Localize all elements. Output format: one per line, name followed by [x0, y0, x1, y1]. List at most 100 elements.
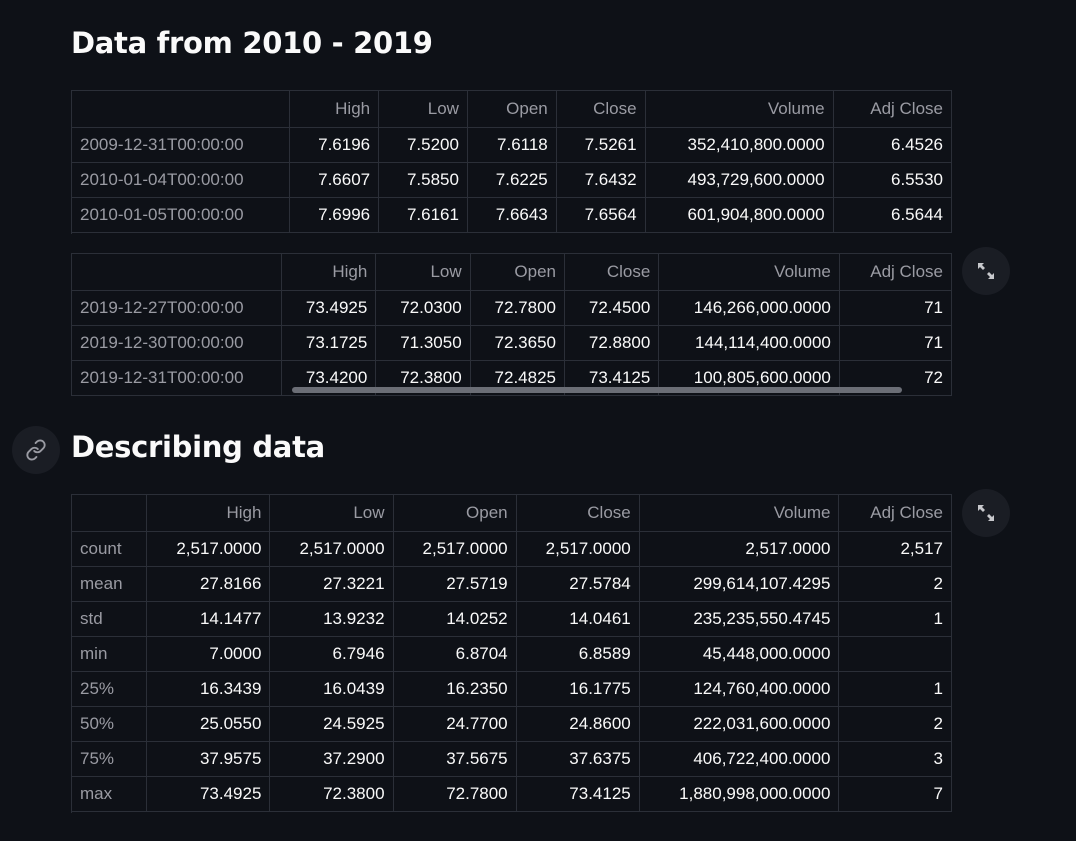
column-header[interactable]: Close: [564, 254, 660, 291]
table-cell[interactable]: 71: [839, 290, 952, 326]
table-cell[interactable]: 1: [838, 671, 952, 707]
table-cell[interactable]: 6.8589: [516, 636, 640, 672]
table-cell[interactable]: 45,448,000.0000: [639, 636, 840, 672]
row-index[interactable]: std: [72, 601, 148, 637]
table-cell[interactable]: 146,266,000.0000: [658, 290, 840, 326]
table-cell[interactable]: 73.4125: [516, 776, 640, 812]
table-cell[interactable]: 2,517.0000: [146, 531, 271, 567]
table-cell[interactable]: 222,031,600.0000: [639, 706, 840, 742]
table-cell[interactable]: 7.6118: [467, 127, 557, 163]
table-cell[interactable]: 27.5784: [516, 566, 640, 602]
table-cell[interactable]: 406,722,400.0000: [639, 741, 840, 777]
column-header[interactable]: Close: [556, 91, 646, 128]
anchor-link-button[interactable]: [12, 426, 60, 474]
table-cell[interactable]: 13.9232: [269, 601, 394, 637]
table-cell[interactable]: 7: [838, 776, 952, 812]
table-cell[interactable]: 2: [838, 706, 952, 742]
row-index[interactable]: 25%: [72, 671, 148, 707]
table-cell[interactable]: 7.5200: [378, 127, 468, 163]
column-header[interactable]: High: [281, 254, 377, 291]
table-cell[interactable]: 24.5925: [269, 706, 394, 742]
table-cell[interactable]: 7.6196: [289, 127, 380, 163]
table-cell[interactable]: 72.8800: [564, 325, 660, 361]
table-cell[interactable]: 16.2350: [393, 671, 517, 707]
table-cell[interactable]: 2,517.0000: [269, 531, 394, 567]
column-header[interactable]: Low: [378, 91, 468, 128]
dataframe-tail[interactable]: High Low Open Close Volume Adj Close 2019-12-…: [71, 253, 952, 396]
table-cell[interactable]: 7.6161: [378, 197, 468, 233]
row-index[interactable]: 75%: [72, 741, 148, 777]
table-cell[interactable]: 73.4925: [146, 776, 271, 812]
table-cell[interactable]: 7.6564: [556, 197, 646, 233]
table-cell[interactable]: 73.4925: [281, 290, 377, 326]
row-index[interactable]: 2010-01-04T00:00:00: [72, 162, 291, 198]
table-cell[interactable]: 6.8704: [393, 636, 517, 672]
table-cell[interactable]: 7.6432: [556, 162, 646, 198]
table-cell[interactable]: 72.3650: [470, 325, 565, 361]
row-index[interactable]: 2019-12-27T00:00:00: [72, 290, 282, 326]
table-cell[interactable]: 6.4526: [833, 127, 952, 163]
column-header[interactable]: High: [289, 91, 380, 128]
table-cell[interactable]: 72.7800: [393, 776, 517, 812]
dataframe-describe[interactable]: High Low Open Close Volume Adj Close count 2,5…: [71, 494, 952, 813]
table-cell[interactable]: 3: [838, 741, 952, 777]
row-index[interactable]: 50%: [72, 706, 148, 742]
column-header[interactable]: Adj Close: [833, 91, 952, 128]
table-cell[interactable]: 6.5644: [833, 197, 952, 233]
row-index[interactable]: 2009-12-31T00:00:00: [72, 127, 291, 163]
table-cell[interactable]: 7.6996: [289, 197, 380, 233]
table-cell[interactable]: 24.8600: [516, 706, 640, 742]
column-header[interactable]: Open: [470, 254, 565, 291]
table-cell[interactable]: 16.3439: [146, 671, 271, 707]
row-index[interactable]: count: [72, 531, 148, 567]
table-cell[interactable]: 7.6607: [289, 162, 380, 198]
column-header[interactable]: Adj Close: [839, 254, 952, 291]
row-index[interactable]: 2010-01-05T00:00:00: [72, 197, 291, 233]
table-cell[interactable]: 1,880,998,000.0000: [639, 776, 840, 812]
table-cell[interactable]: 7.0000: [146, 636, 271, 672]
table-cell[interactable]: 7.5850: [378, 162, 468, 198]
table-cell[interactable]: 37.6375: [516, 741, 640, 777]
table-cell[interactable]: 144,114,400.0000: [658, 325, 840, 361]
table-cell[interactable]: 2,517.0000: [393, 531, 517, 567]
row-index[interactable]: mean: [72, 566, 148, 602]
table-cell[interactable]: 124,760,400.0000: [639, 671, 840, 707]
table-cell[interactable]: 27.8166: [146, 566, 271, 602]
table-cell[interactable]: 16.1775: [516, 671, 640, 707]
column-header[interactable]: Volume: [639, 495, 840, 532]
table-cell[interactable]: [838, 636, 952, 672]
column-header[interactable]: Volume: [658, 254, 840, 291]
table-cell[interactable]: 71.3050: [375, 325, 471, 361]
table-cell[interactable]: 2,517.0000: [516, 531, 640, 567]
row-index[interactable]: 2019-12-31T00:00:00: [72, 360, 282, 396]
row-index[interactable]: 2019-12-30T00:00:00: [72, 325, 282, 361]
row-index[interactable]: max: [72, 776, 148, 812]
table-cell[interactable]: 7.6225: [467, 162, 557, 198]
table-cell[interactable]: 1: [838, 601, 952, 637]
row-index[interactable]: min: [72, 636, 148, 672]
table-cell[interactable]: 14.1477: [146, 601, 271, 637]
column-header[interactable]: Open: [467, 91, 557, 128]
table-cell[interactable]: 14.0252: [393, 601, 517, 637]
table-cell[interactable]: 2,517: [838, 531, 952, 567]
table-cell[interactable]: 2: [838, 566, 952, 602]
table-cell[interactable]: 16.0439: [269, 671, 394, 707]
table-cell[interactable]: 71: [839, 325, 952, 361]
table-cell[interactable]: 73.1725: [281, 325, 377, 361]
table-cell[interactable]: 6.5530: [833, 162, 952, 198]
table-cell[interactable]: 37.5675: [393, 741, 517, 777]
column-header[interactable]: High: [146, 495, 271, 532]
dataframe-head[interactable]: High Low Open Close Volume Adj Close 2009-12-…: [71, 90, 952, 234]
table-cell[interactable]: 72.4500: [564, 290, 660, 326]
table-cell[interactable]: 14.0461: [516, 601, 640, 637]
table-cell[interactable]: 299,614,107.4295: [639, 566, 840, 602]
table-cell[interactable]: 24.7700: [393, 706, 517, 742]
table-cell[interactable]: 7.5261: [556, 127, 646, 163]
column-header[interactable]: Open: [393, 495, 517, 532]
horizontal-scrollbar[interactable]: [292, 387, 902, 393]
table-cell[interactable]: 37.9575: [146, 741, 271, 777]
fullscreen-button[interactable]: [962, 489, 1010, 537]
column-header[interactable]: Low: [375, 254, 471, 291]
table-cell[interactable]: 37.2900: [269, 741, 394, 777]
column-header[interactable]: Volume: [645, 91, 834, 128]
